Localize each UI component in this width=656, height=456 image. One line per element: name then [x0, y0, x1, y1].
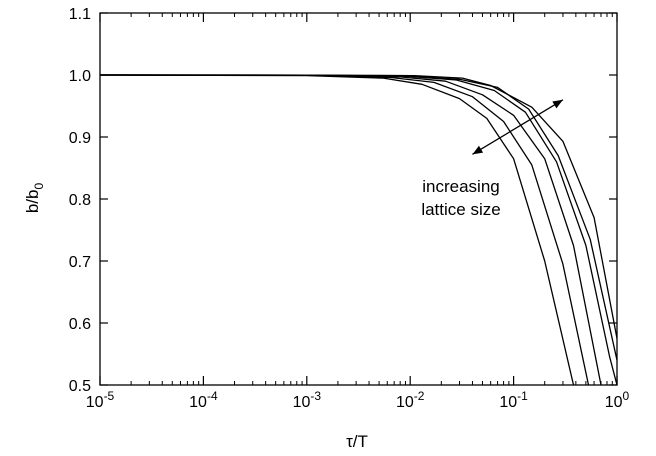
y-axis-label: b/b0 — [23, 183, 46, 214]
series-line-6 — [99, 74, 618, 339]
y-tick-label: 0.6 — [69, 316, 91, 333]
y-tick-label: 0.9 — [69, 130, 91, 147]
y-tick-label: 1.1 — [69, 6, 91, 23]
x-tick-label: 10-5 — [86, 389, 115, 411]
x-axis-label: τ/T — [346, 432, 368, 451]
x-tick-label: 10-2 — [396, 389, 425, 411]
series-line-2 — [99, 74, 590, 386]
y-tick-label: 0.8 — [69, 192, 91, 209]
arrow-head — [552, 99, 563, 109]
x-tick-label: 100 — [605, 389, 630, 411]
axes: 0.5 0.6 0.7 0.8 0.9 1.0 1.1 10-5 10-4 10-3 10-2 10-… — [69, 6, 630, 411]
plot-frame — [99, 12, 618, 386]
annotation: increasing lattice size — [421, 99, 564, 219]
series-group — [99, 74, 618, 386]
series-line-4 — [99, 74, 618, 386]
x-tick-label: 10-4 — [189, 389, 218, 411]
x-tick-label: 10-1 — [499, 389, 528, 411]
x-tick-label: 10-3 — [293, 389, 322, 411]
y-tick-label: 0.7 — [69, 254, 91, 271]
series-line-5 — [99, 74, 618, 361]
y-tick-label: 1.0 — [69, 68, 91, 85]
annotation-arrow — [472, 99, 564, 155]
series-line-1 — [99, 74, 575, 386]
annotation-line-2: lattice size — [421, 200, 500, 219]
y-tick-label: 0.5 — [69, 378, 91, 395]
annotation-line-1: increasing — [422, 177, 500, 196]
arrow-head — [472, 145, 484, 155]
